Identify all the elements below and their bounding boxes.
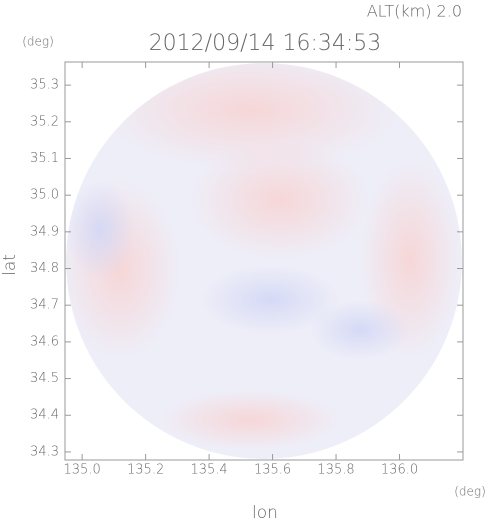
y-tick-label: 34.5 xyxy=(30,371,59,386)
y-tick-label: 34.6 xyxy=(30,334,59,349)
y-tick-label: 35.2 xyxy=(30,114,59,129)
y-axis-label: lat xyxy=(0,254,20,276)
plot-frame xyxy=(64,61,464,461)
x-tick-label: 135.8 xyxy=(317,463,354,478)
x-tick-label: 135.4 xyxy=(190,463,227,478)
y-tick-label: 35.0 xyxy=(30,188,59,203)
y-unit: (deg) xyxy=(22,35,54,49)
y-tick-label: 34.4 xyxy=(30,408,59,423)
y-tick-label: 34.7 xyxy=(30,298,59,313)
altitude-label: ALT(km) 2.0 xyxy=(367,2,462,21)
x-tick-label: 135.6 xyxy=(254,463,291,478)
y-tick-label: 34.9 xyxy=(30,224,59,239)
y-tick-label: 35.1 xyxy=(30,151,59,166)
x-axis-label: lon xyxy=(252,503,278,521)
x-unit: (deg) xyxy=(454,485,486,499)
chart-title: 2012/09/14 16:34:53 xyxy=(149,31,382,56)
y-tick-label: 34.8 xyxy=(30,261,59,276)
radar-field xyxy=(66,63,462,459)
y-tick-label: 35.3 xyxy=(30,78,59,93)
x-tick-label: 135.2 xyxy=(127,463,164,478)
y-tick-label: 34.3 xyxy=(30,444,59,459)
x-tick-label: 135.0 xyxy=(64,463,101,478)
x-tick-label: 136.0 xyxy=(381,463,418,478)
